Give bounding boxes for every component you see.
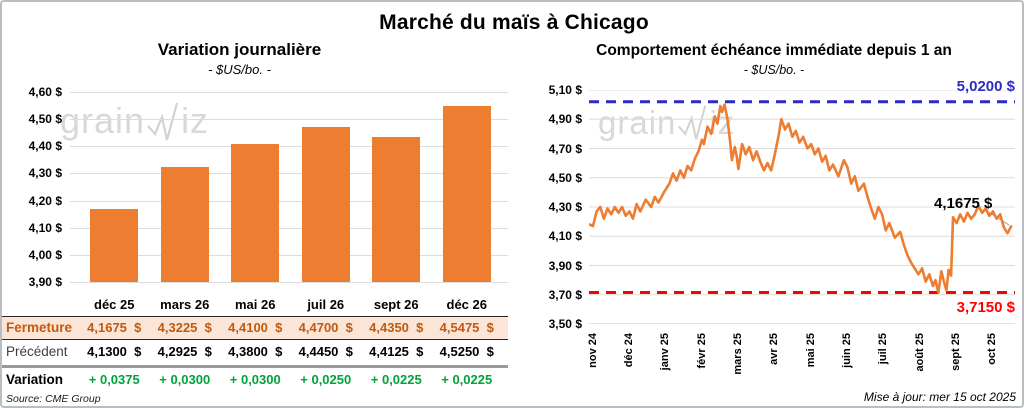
- right-ytick-label: 5,10 $: [548, 83, 582, 97]
- table-row-precedent: Précédent 4,1300 $ 4,2925 $ 4,3800 $ 4,4450 …: [2, 341, 508, 368]
- table-cell: 4,1675 $: [87, 320, 142, 335]
- table-cell: juil 26: [307, 297, 345, 312]
- left-ytick-label: 4,40 $: [28, 139, 62, 154]
- table-cell: mars 26: [160, 297, 210, 312]
- table-cell: 4,4100 $: [228, 320, 283, 335]
- right-ytick-label: 4,50 $: [548, 170, 582, 185]
- table-row-label: Fermeture: [6, 320, 73, 335]
- left-ytick-label: 4,50 $: [28, 112, 62, 127]
- table-cell: sept 26: [373, 297, 419, 312]
- price-line: [589, 103, 1013, 294]
- left-gridline: [70, 119, 508, 121]
- table-cell: + 0,0300: [229, 372, 281, 387]
- line-chart-plot: [589, 90, 1015, 324]
- bar-mai 26: [231, 143, 280, 282]
- table-cell: 4,5475 $: [439, 320, 494, 335]
- table-row-fermeture: Fermeture 4,1675 $ 4,3225 $ 4,4100 $ 4,4700 …: [2, 316, 508, 340]
- table-cell: 4,4450 $: [298, 344, 353, 359]
- watermark-zigzag-icon: [678, 105, 707, 140]
- table-row-variation: Variation + 0,0375 + 0,0300 + 0,0300 + 0,025…: [2, 369, 508, 393]
- table-cell: 4,2925 $: [157, 344, 212, 359]
- right-ytick-label: 3,90 $: [548, 258, 582, 273]
- table-cell: + 0,0375: [88, 372, 140, 387]
- left-gridline: [70, 200, 508, 202]
- table-cell: 4,3225 $: [157, 320, 212, 335]
- x-axis-label-sept-25: sept 25: [950, 333, 963, 371]
- table-cell: 4,4350 $: [369, 320, 424, 335]
- bar-mars 26: [160, 167, 209, 282]
- right-ytick-label: 4,10 $: [548, 229, 582, 244]
- table-cell: + 0,0250: [300, 372, 352, 387]
- left-gridline: [70, 146, 508, 148]
- table-cell: + 0,0225: [370, 372, 422, 387]
- right-ytick-label: 4,70 $: [548, 141, 582, 156]
- table-row-label: [2, 294, 79, 316]
- left-ytick-label: 4,00 $: [28, 247, 62, 262]
- left-gridline: [70, 173, 508, 175]
- left-ytick-label: 4,10 $: [28, 220, 62, 235]
- bar-déc 25: [90, 209, 139, 282]
- watermark-text: grain: [60, 100, 146, 141]
- left-ytick-label: 4,20 $: [28, 193, 62, 208]
- table-cell: mai 26: [235, 297, 276, 312]
- x-axis-label-juin-25: juin 25: [841, 333, 854, 368]
- right-ytick-label: 4,90 $: [548, 112, 582, 127]
- table-row-label: Variation: [6, 372, 64, 387]
- low-line-label: 3,7150 $: [956, 299, 1015, 316]
- bar-déc 26: [442, 106, 491, 282]
- x-axis-label-janv-25: janv 25: [659, 333, 672, 371]
- source-note: Source: CME Group: [6, 393, 101, 405]
- bar-chart-subtitle: - $US/bo. -: [208, 62, 271, 77]
- x-axis-label-juil-25: juil 25: [877, 333, 890, 365]
- table-cell: 4,1300 $: [87, 344, 142, 359]
- high-line-label: 5,0200 $: [956, 78, 1015, 95]
- left-gridline: [70, 282, 508, 283]
- left-gridline: [70, 254, 508, 256]
- grainwiz-watermark: grain iz: [598, 102, 735, 142]
- watermark-text: grain: [598, 103, 677, 141]
- x-axis-label-nov-24: nov 24: [586, 333, 599, 368]
- watermark-zigzag-icon: [147, 102, 179, 141]
- page-title: Marché du maïs à Chicago: [379, 11, 649, 34]
- x-axis-label-mars-25: mars 25: [731, 333, 744, 375]
- table-header-row: déc 25 mars 26 mai 26 juil 26 sept 26 déc 26: [2, 294, 508, 316]
- table-cell: déc 25: [94, 297, 135, 312]
- right-ytick-label: 4,30 $: [548, 200, 582, 214]
- bar-juil 26: [301, 127, 350, 282]
- update-note: Mise à jour: mer 15 oct 2025: [863, 390, 1016, 404]
- line-chart-subtitle: - $US/bo. -: [743, 63, 805, 77]
- last-value-label: 4,1675 $: [934, 195, 993, 212]
- line-chart-title: Comportement échéance immédiate depuis 1…: [596, 42, 952, 59]
- table-cell: 4,4125 $: [369, 344, 424, 359]
- left-gridline: [70, 227, 508, 229]
- left-ytick-label: 4,30 $: [28, 166, 62, 181]
- x-axis-label-oct-25: oct 25: [986, 333, 999, 365]
- x-axis-label-févr-25: févr 25: [695, 333, 708, 369]
- left-ytick-label: 4,60 $: [28, 85, 62, 99]
- x-axis-label-mai-25: mai 25: [804, 333, 817, 368]
- x-axis-label-août-25: août 25: [913, 333, 926, 372]
- table-cell: + 0,0300: [159, 372, 211, 387]
- bar-chart-title: Variation journalière: [157, 40, 322, 59]
- table-cell: 4,5250 $: [439, 344, 494, 359]
- grainwiz-watermark: grain iz: [60, 100, 209, 142]
- table-cell: déc 26: [446, 297, 487, 312]
- x-axis-label-déc-24: déc 24: [622, 333, 635, 368]
- x-axis-label-avr-25: avr 25: [768, 333, 781, 365]
- watermark-text: iz: [181, 100, 210, 141]
- right-ytick-label: 3,50 $: [548, 317, 582, 331]
- table-cell: 4,3800 $: [228, 344, 283, 359]
- table-cell: + 0,0225: [441, 372, 493, 387]
- table-row-label: Précédent: [6, 344, 68, 359]
- right-ytick-label: 3,70 $: [548, 287, 582, 302]
- table-cell: 4,4700 $: [298, 320, 353, 335]
- left-ytick-label: 3,90 $: [28, 275, 62, 289]
- bar-sept 26: [372, 136, 421, 282]
- left-gridline: [70, 92, 508, 93]
